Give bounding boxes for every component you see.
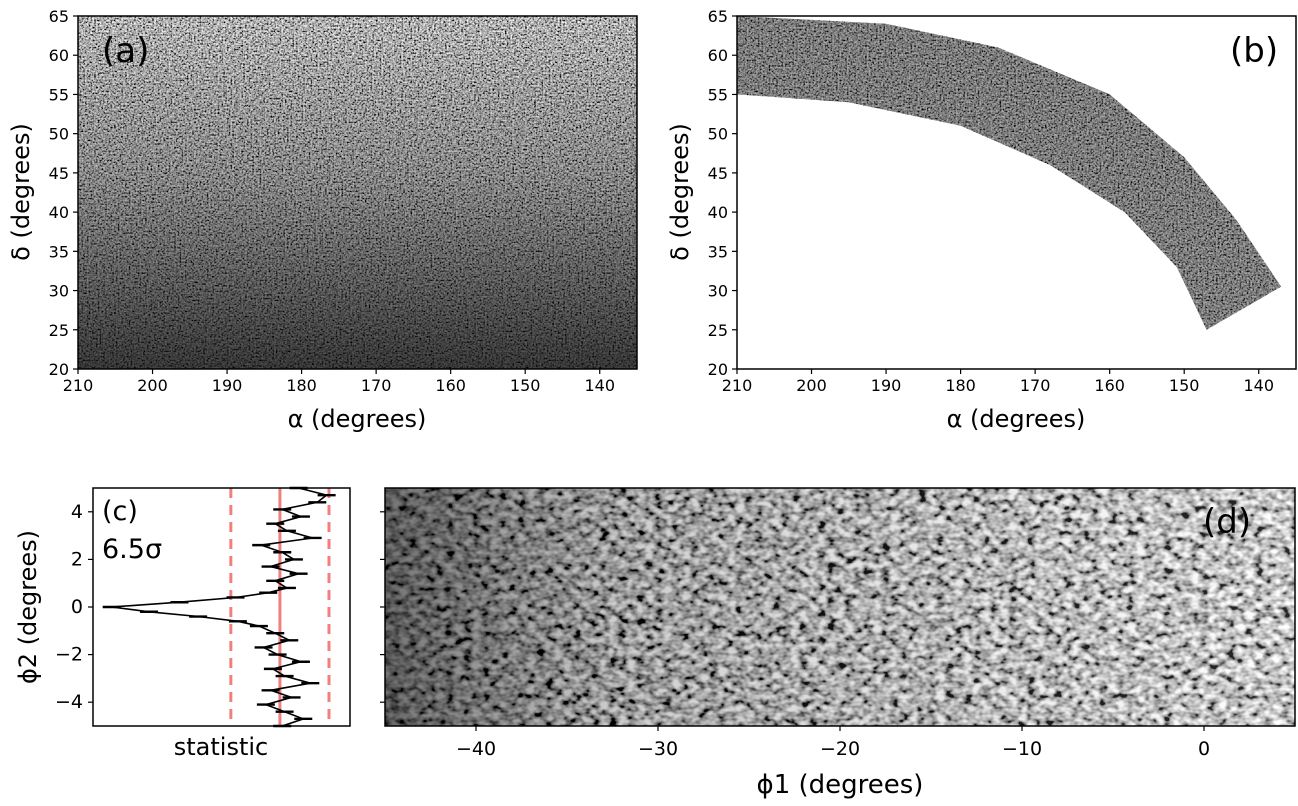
y-tick-label: 40 — [49, 203, 69, 222]
y-tick-label: 65 — [49, 7, 69, 26]
x-tick-label: 170 — [1020, 376, 1051, 395]
y-tick-label: 40 — [708, 203, 728, 222]
panel-c-ticks: −4 −2 0 2 4 — [55, 501, 93, 713]
y-tick-label: 45 — [708, 164, 728, 183]
x-tick-label: 140 — [584, 376, 615, 395]
y-tick-label: 50 — [49, 125, 69, 144]
y-tick-label: 30 — [49, 282, 69, 301]
y-tick-label: 60 — [49, 46, 69, 65]
panel-a-shade — [78, 16, 637, 369]
x-tick-label: −40 — [456, 738, 496, 760]
panel-c-xlabel: statistic — [174, 733, 268, 761]
x-tick-label: 160 — [435, 376, 466, 395]
panel-a-ticks: 210 200 190 180 170 160 150 140 20 25 30 35 40 45 50 55… — [49, 7, 615, 395]
y-tick-label: 35 — [49, 242, 69, 261]
y-tick-label: 30 — [708, 282, 728, 301]
x-tick-label: 190 — [871, 376, 902, 395]
y-tick-label: 20 — [708, 360, 728, 379]
panel-c-annotation: 6.5σ — [102, 534, 162, 565]
y-tick-label: 25 — [49, 321, 69, 340]
x-tick-label: 0 — [1198, 738, 1210, 760]
y-tick-label: 35 — [708, 242, 728, 261]
panel-b-xlabel: α (degrees) — [947, 405, 1086, 433]
x-tick-label: 180 — [286, 376, 317, 395]
x-tick-label: 140 — [1243, 376, 1274, 395]
panel-d: −40 −30 −20 −10 0 (d) ϕ1 (degrees) — [380, 487, 1296, 800]
y-tick-label: 4 — [71, 501, 83, 523]
x-tick-label: 210 — [722, 376, 753, 395]
y-tick-label: −4 — [55, 691, 83, 713]
panel-a-frame — [77, 15, 638, 370]
x-tick-label: −20 — [820, 738, 860, 760]
y-tick-label: 45 — [49, 164, 69, 183]
y-tick-label: 2 — [71, 548, 83, 570]
panel-a-xlabel: α (degrees) — [288, 405, 427, 433]
panel-b-shade — [737, 16, 1282, 330]
panel-b-ticks: 210 200 190 180 170 160 150 140 20 25 30 35 40 45 50 55… — [708, 7, 1274, 395]
x-tick-label: 170 — [361, 376, 392, 395]
panel-d-ticks: −40 −30 −20 −10 0 — [380, 511, 1210, 760]
panel-d-xlabel: ϕ1 (degrees) — [757, 770, 924, 800]
x-tick-label: 200 — [796, 376, 827, 395]
x-tick-label: −10 — [1002, 738, 1042, 760]
y-tick-label: 25 — [708, 321, 728, 340]
panel-b-frame — [736, 15, 1297, 370]
panel-c-ylabel: ϕ2 (degrees) — [14, 530, 42, 684]
x-tick-label: 200 — [137, 376, 168, 395]
panel-d-label: (d) — [1203, 502, 1251, 542]
y-tick-label: 55 — [708, 85, 728, 104]
panel-c-profile — [102, 486, 336, 728]
y-tick-label: 50 — [708, 125, 728, 144]
panel-a-ylabel: δ (degrees) — [7, 123, 35, 261]
panel-b: 210 200 190 180 170 160 150 140 20 25 30 35 40 45 50 55… — [666, 7, 1297, 433]
x-tick-label: 210 — [63, 376, 94, 395]
y-tick-label: −2 — [55, 644, 83, 666]
y-tick-label: 20 — [49, 360, 69, 379]
panel-c-sigma-lines — [229, 488, 331, 726]
x-tick-label: 150 — [1169, 376, 1200, 395]
panel-c-bg — [93, 488, 350, 726]
y-tick-label: 60 — [708, 46, 728, 65]
panel-b-label: (b) — [1230, 31, 1278, 71]
y-tick-label: 0 — [71, 596, 83, 618]
x-tick-label: 150 — [510, 376, 541, 395]
panel-a: 210 200 190 180 170 160 150 140 20 25 30 35 40 45 50 55… — [7, 7, 638, 433]
x-tick-label: −30 — [638, 738, 678, 760]
x-tick-label: 180 — [945, 376, 976, 395]
x-tick-label: 190 — [212, 376, 243, 395]
panel-b-ylabel: δ (degrees) — [666, 123, 694, 261]
x-tick-label: 160 — [1094, 376, 1125, 395]
y-tick-label: 55 — [49, 85, 69, 104]
y-tick-label: 65 — [708, 7, 728, 26]
panel-a-label: (a) — [102, 31, 149, 71]
panel-d-shade — [385, 488, 1295, 726]
panel-c: −4 −2 0 2 4 (c) 6.5σ statistic ϕ2 (degrees) — [14, 486, 351, 761]
panel-c-label: (c) — [102, 496, 138, 527]
